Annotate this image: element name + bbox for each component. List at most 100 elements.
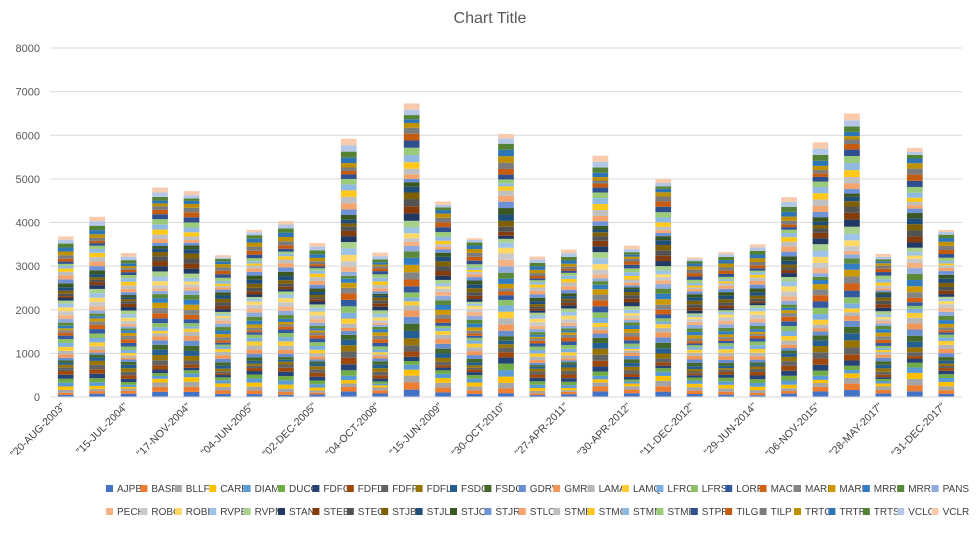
bar-segment-duco [183,370,200,374]
legend-swatch [243,508,251,515]
bar-segment-fdfd [749,372,766,376]
bar-segment-fsdg [435,348,451,354]
bar-segment-rvpe [686,315,703,318]
bar-segment-trtr [938,238,955,242]
bar-segment-vclc [183,195,200,199]
bar-segment-pans [561,325,577,329]
bar-segment-fdfl [309,366,326,370]
legend-item: MARB [794,484,834,495]
bar-segment-lfrs [623,343,640,347]
bar-segment-tilp [403,127,420,134]
bar-segment-ajpb [812,391,829,397]
bar-segment-pans [120,326,137,329]
bar-segment-gdrv [781,348,797,351]
legend-label: PECH [117,507,145,518]
bar-segment-basp [152,386,168,392]
bar-segment-stpr [403,140,420,148]
bar-segment-stlc [435,246,451,250]
bar-segment-stan [278,289,294,292]
bar-segment-lorr [435,322,451,326]
bar-segment-robg [403,238,420,242]
bar-segment-lfrc [435,328,451,332]
bar-segment-trts [561,256,577,261]
bar-segment-marn [592,289,609,295]
bar-segment-marb [435,314,451,319]
bar-segment-stmc [372,281,389,286]
bar-segment-fdfc [435,367,451,371]
bar-segment-gdrv [309,359,326,362]
bar-segment-gdrv [246,353,263,358]
legend-label: CARB [220,484,248,495]
bar-segment-basp [718,391,734,395]
bar-segment-bllf [781,388,797,392]
bar-segment-bllf [309,390,326,393]
bar-segment-lfrc [749,345,766,349]
bar-segment-fdfl [340,345,357,352]
legend-item: MRRD [897,484,938,495]
bar-segment-stlc [403,174,420,179]
bar-segment-steg [529,306,546,309]
bar-segment-lamq [183,328,200,332]
bar-segment-lamq [278,341,294,346]
legend-swatch [106,508,113,515]
bar-segment-fdfl [906,347,923,353]
bar-segment-steg [466,292,483,296]
bar-segment-steg [57,293,74,297]
bar-segment-vclc [529,259,546,263]
legend-swatch [725,485,733,492]
bar-segment-pech [686,321,703,325]
bar-segment-marb [372,335,389,340]
bar-segment-steb [152,261,168,267]
bar-segment-tilg [278,245,294,249]
bar-segment-rvpm [938,296,955,299]
bar-segment-lfrc [372,349,389,353]
bar-segment-fdfl [623,366,640,371]
bar-segment-vclr [749,244,766,248]
bar-segment-carb [89,385,106,389]
bar-segment-robg [309,315,326,320]
bar-segment-fdfc [655,365,672,369]
bar-segment-fsdc [781,353,797,357]
bar-segment-macb [309,335,326,339]
bar-segment-stlc [623,282,640,286]
legend-swatch [484,508,492,515]
bar-segment-trtr [372,262,389,265]
bar-segment-stmb [435,244,451,247]
bar-segment-trtc [718,263,734,268]
bar-segment-lorr [623,340,640,344]
bar-segment-fdfd [403,351,420,357]
bar-segment-steb [938,290,955,295]
bar-segment-tilg [718,270,734,274]
bar-segment-rvpe [57,303,74,308]
bar-segment-stjb [57,290,74,294]
bar-segment-lorr [152,318,168,324]
bar-segment-fdfc [89,373,106,379]
bar-segment-carb [340,380,357,384]
bar-segment-rvpm [89,288,106,294]
bar-segment-vclr [246,229,263,233]
bar-segment-robp [246,301,263,305]
bar-segment-rvpe [875,314,892,318]
x-tick-label: "04-JUN-2005" [199,400,257,458]
bar-segment-tilg [561,268,577,271]
bar-segment-ajpb [875,393,892,397]
bar-segment-bllf [812,383,829,387]
bar-segment-fdfd [875,374,892,378]
bar-segment-rvpm [120,310,137,315]
bar-segment-lama [246,345,263,350]
bar-segment-vclc [623,249,640,253]
bar-segment-fdfl [372,368,389,372]
bar-segment-marb [340,287,357,294]
bar-segment-robp [718,314,734,318]
bar-segment-fdff [561,370,577,375]
bar-segment-stjo [844,193,860,197]
bar-segment-stjb [655,244,672,251]
bar-segment-lfrc [278,337,294,342]
bar-segment-fsdc [529,366,546,369]
bar-segment-rvpe [309,307,326,312]
bar-segment-bllf [686,387,703,391]
legend-swatch [690,485,698,492]
bar-segment-lfrs [89,333,106,339]
bar-segment-lfrs [844,297,860,304]
bar-segment-stjo [592,225,609,230]
